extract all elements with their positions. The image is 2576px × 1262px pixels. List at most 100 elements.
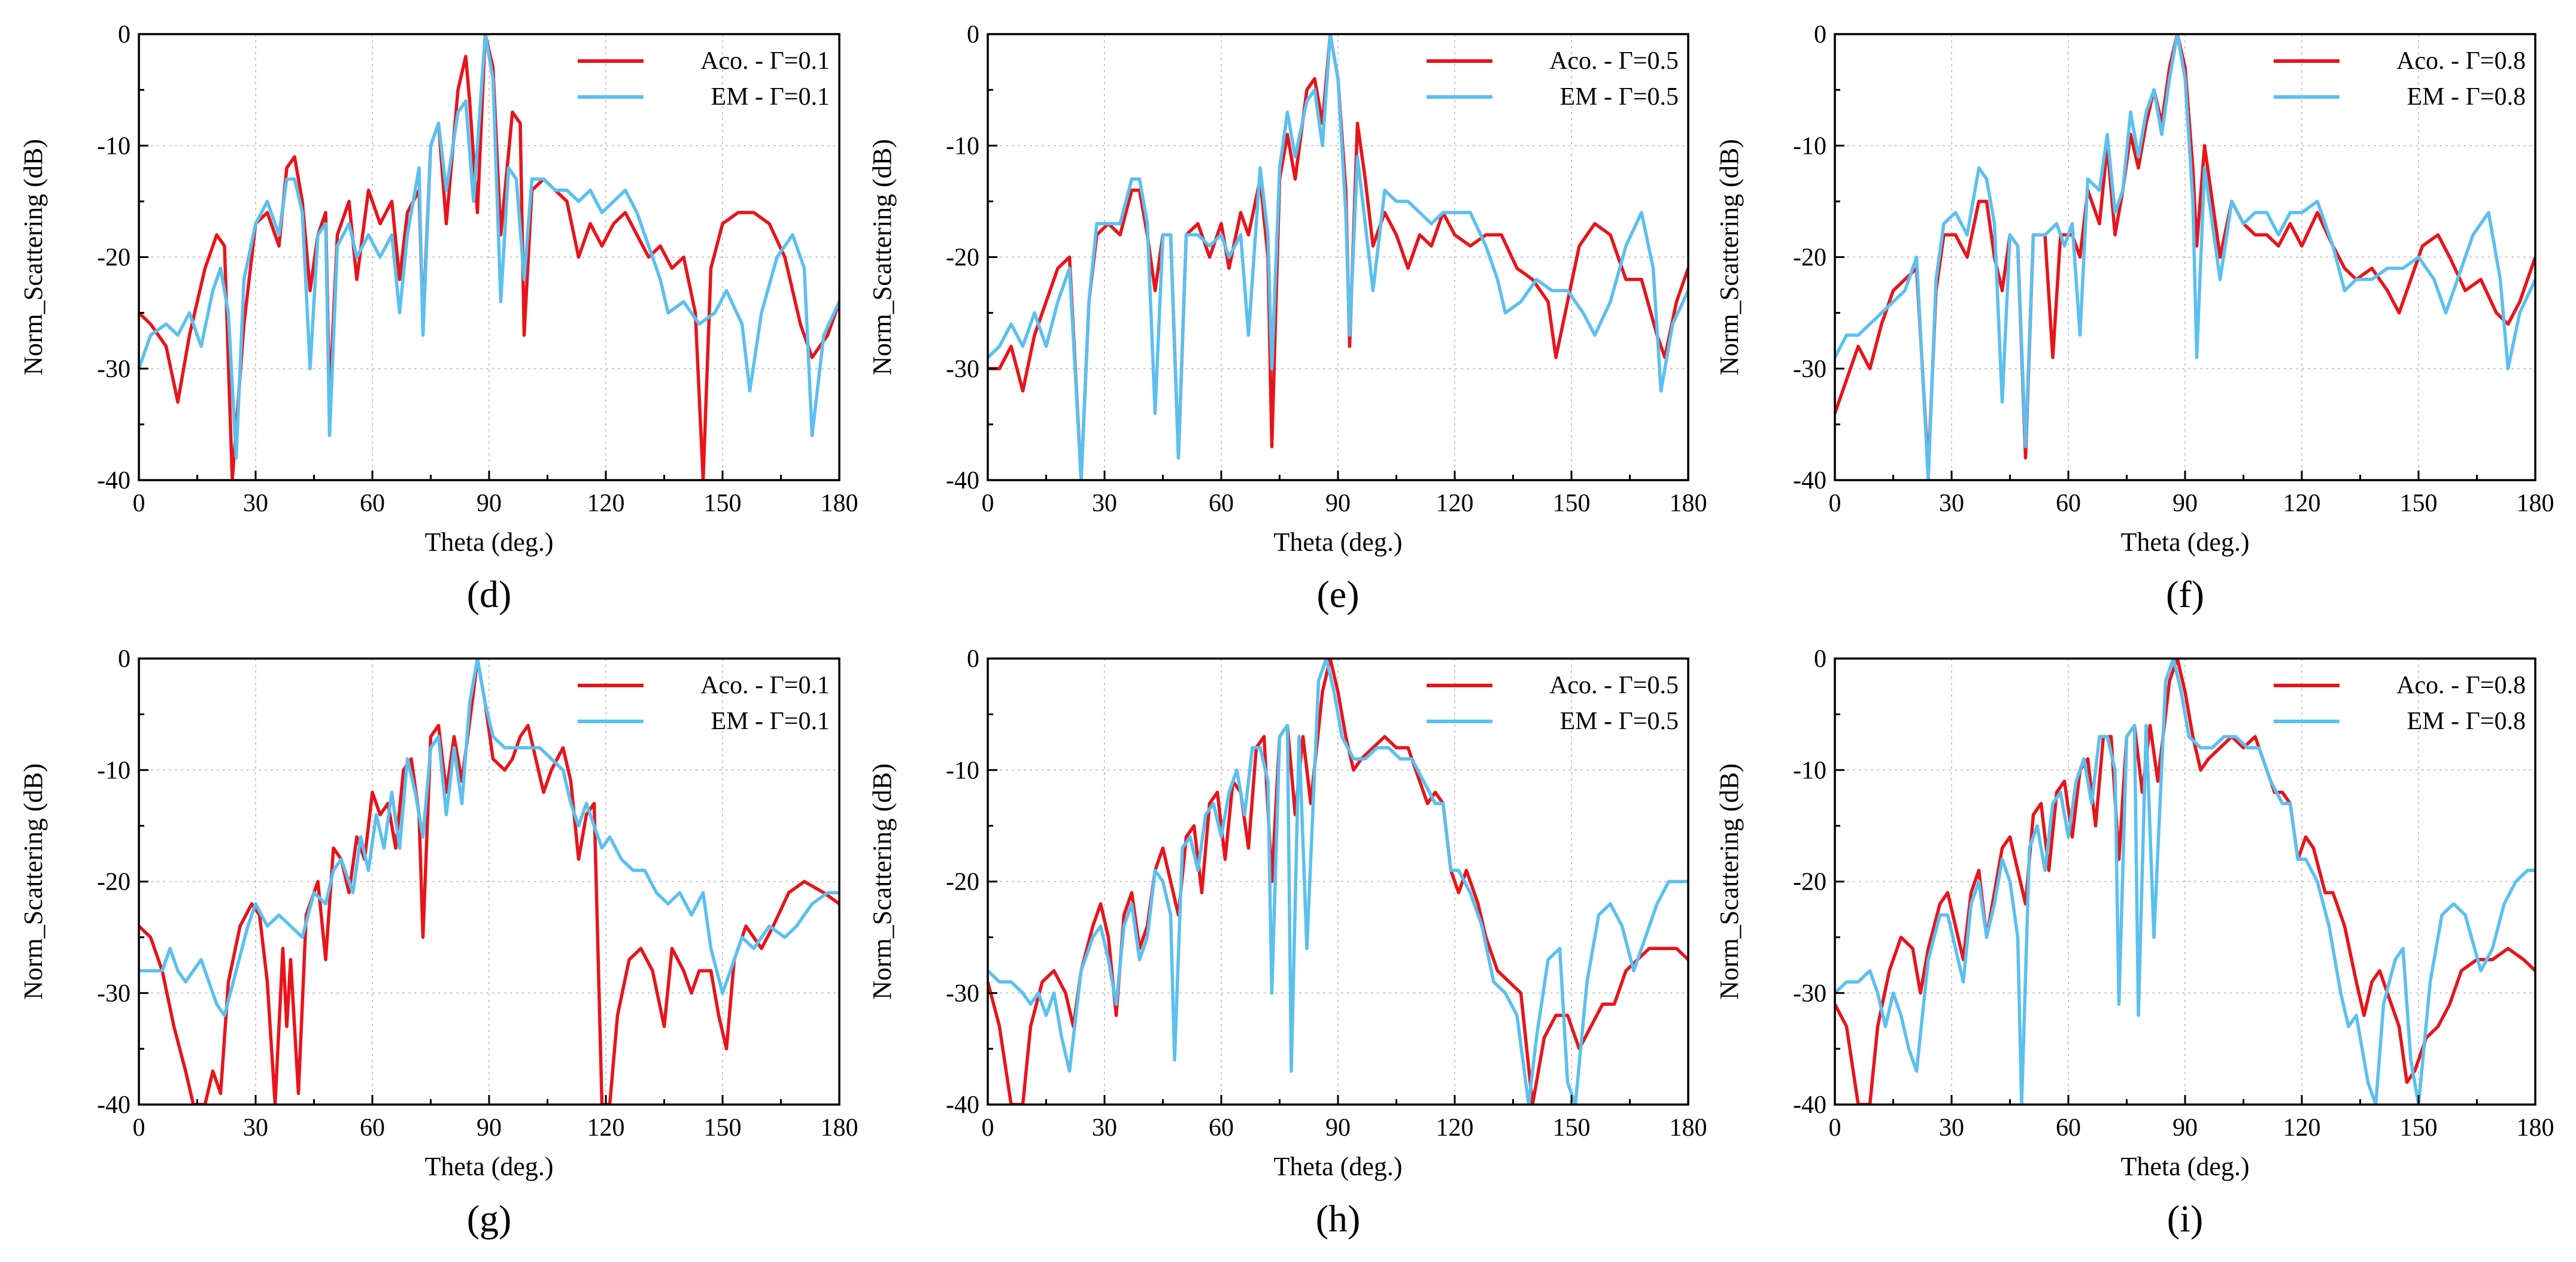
y-tick-label: -30 <box>1793 356 1826 383</box>
x-tick-label: 90 <box>2173 1114 2198 1142</box>
y-tick-label: -10 <box>1793 757 1826 784</box>
legend-label: Aco. - Γ=0.8 <box>2396 47 2526 75</box>
x-tick-label: 0 <box>133 490 145 517</box>
series-line-em <box>988 659 1688 1105</box>
legend-label: EM - Γ=0.8 <box>2407 708 2526 735</box>
x-tick-label: 30 <box>1939 490 1964 517</box>
x-tick-label: 30 <box>243 1114 268 1142</box>
x-tick-label: 90 <box>477 490 502 517</box>
x-tick-label: 60 <box>1209 1114 1234 1142</box>
y-tick-label: -40 <box>1793 467 1826 495</box>
y-tick-label: -20 <box>97 244 131 272</box>
y-tick-label: -30 <box>97 980 131 1008</box>
y-tick-label: -20 <box>1793 244 1826 272</box>
series-group <box>139 34 839 480</box>
series-group <box>1835 34 2535 480</box>
y-tick-label: -30 <box>946 356 979 383</box>
x-tick-label: 60 <box>360 490 385 517</box>
x-tick-label: 30 <box>1939 1114 1964 1142</box>
y-tick-label: -20 <box>97 869 131 896</box>
panel-label: (e) <box>1316 573 1359 615</box>
y-tick-label: -40 <box>946 467 979 495</box>
y-tick-label: -10 <box>946 132 979 160</box>
legend-label: Aco. - Γ=0.8 <box>2396 672 2526 699</box>
x-tick-label: 60 <box>1209 490 1234 517</box>
x-tick-label: 150 <box>704 490 742 517</box>
y-tick-label: 0 <box>967 21 979 48</box>
x-tick-label: 150 <box>1553 490 1591 517</box>
x-tick-label: 120 <box>1436 490 1474 517</box>
y-tick-label: -20 <box>946 869 979 896</box>
legend: Aco. - Γ=0.5 EM - Γ=0.5 <box>1427 672 1679 735</box>
series-group <box>1835 659 2535 1105</box>
y-tick-label: 0 <box>967 645 979 673</box>
y-axis-title: Norm_Scattering (dB) <box>19 139 48 375</box>
y-tick-label: -10 <box>97 757 131 784</box>
x-axis-title: Theta (deg.) <box>2121 1152 2250 1181</box>
legend-label: EM - Γ=0.1 <box>711 83 830 111</box>
series-line-aco <box>1835 659 2535 1105</box>
x-tick-label: 0 <box>1829 490 1841 517</box>
x-tick-label: 90 <box>2173 490 2198 517</box>
y-tick-label: -40 <box>946 1091 979 1119</box>
x-tick-label: 30 <box>243 490 268 517</box>
y-tick-label: 0 <box>118 21 131 48</box>
x-axis-title: Theta (deg.) <box>1274 527 1403 557</box>
x-tick-label: 0 <box>982 1114 994 1142</box>
x-tick-label: 120 <box>1436 1114 1474 1142</box>
series-group <box>988 34 1688 480</box>
x-tick-label: 180 <box>821 490 858 517</box>
x-tick-label: 120 <box>2283 490 2321 517</box>
series-line-em <box>1835 34 2535 480</box>
x-tick-label: 180 <box>1670 490 1707 517</box>
y-tick-label: 0 <box>1814 645 1826 673</box>
chart-panel-4: 0 30 60 90 120 150 180 0 -10 -20 -30 -40 Theta (deg.… <box>19 645 858 1240</box>
chart-panel-3: 0 30 60 90 120 150 180 0 -10 -20 -30 -40 Theta (deg.… <box>1715 21 2554 615</box>
y-tick-label: -10 <box>946 757 979 784</box>
y-tick-label: -10 <box>1793 132 1826 160</box>
legend-label: Aco. - Γ=0.5 <box>1549 47 1679 75</box>
chart-panel-1: 0 30 60 90 120 150 180 0 -10 -20 -30 -40 Theta (deg.… <box>19 21 858 615</box>
series-line-em <box>139 34 839 460</box>
x-tick-label: 90 <box>1325 1114 1351 1142</box>
y-axis-title: Norm_Scattering (dB) <box>867 139 897 375</box>
x-tick-label: 150 <box>704 1114 742 1142</box>
series-line-aco <box>1835 34 2535 471</box>
x-tick-label: 0 <box>1829 1114 1841 1142</box>
y-axis-title: Norm_Scattering (dB) <box>1715 139 1744 375</box>
legend-label: EM - Γ=0.5 <box>1560 83 1679 111</box>
legend-label: Aco. - Γ=0.1 <box>700 47 830 75</box>
y-tick-label: -20 <box>946 244 979 272</box>
x-tick-label: 180 <box>2517 490 2554 517</box>
panel-label: (h) <box>1316 1197 1361 1240</box>
series-line-aco <box>988 659 1688 1105</box>
chart-panel-5: 0 30 60 90 120 150 180 0 -10 -20 -30 -40 Theta (deg.… <box>867 645 1707 1240</box>
panel-label: (d) <box>467 573 512 615</box>
series-line-em <box>139 659 839 1017</box>
x-tick-label: 30 <box>1092 490 1117 517</box>
series-line-aco <box>139 34 839 480</box>
legend: Aco. - Γ=0.8 EM - Γ=0.8 <box>2274 47 2526 111</box>
x-axis-title: Theta (deg.) <box>1274 1152 1403 1181</box>
legend: Aco. - Γ=0.5 EM - Γ=0.5 <box>1427 47 1679 111</box>
series-group <box>139 659 839 1105</box>
y-tick-label: -40 <box>97 467 131 495</box>
x-axis-title: Theta (deg.) <box>425 527 554 557</box>
x-tick-label: 60 <box>360 1114 385 1142</box>
chart-panel-6: 0 30 60 90 120 150 180 0 -10 -20 -30 -40 Theta (deg.… <box>1715 645 2554 1240</box>
x-tick-label: 0 <box>133 1114 145 1142</box>
x-axis-title: Theta (deg.) <box>425 1152 554 1181</box>
legend: Aco. - Γ=0.8 EM - Γ=0.8 <box>2274 672 2526 735</box>
series-group <box>988 659 1688 1105</box>
panel-label: (f) <box>2166 573 2204 615</box>
legend-label: Aco. - Γ=0.5 <box>1549 672 1679 699</box>
y-tick-label: -10 <box>97 132 131 160</box>
series-line-em <box>1835 659 2535 1105</box>
x-tick-label: 60 <box>2056 1114 2081 1142</box>
x-tick-label: 120 <box>2283 1114 2321 1142</box>
panel-label: (i) <box>2167 1197 2203 1240</box>
x-tick-label: 0 <box>982 490 994 517</box>
series-line-aco <box>139 659 839 1105</box>
legend-label: Aco. - Γ=0.1 <box>700 672 830 699</box>
